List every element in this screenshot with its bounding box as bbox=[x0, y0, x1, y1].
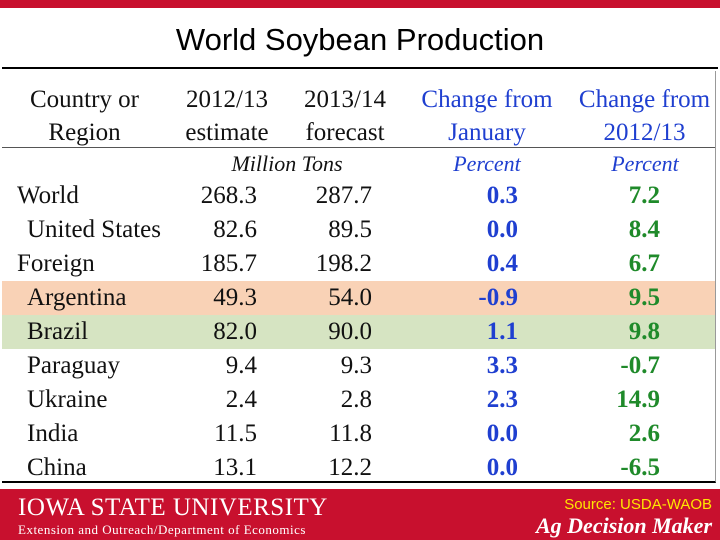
footer-bar bbox=[0, 489, 720, 540]
header-jan-line1: Change from bbox=[421, 86, 553, 113]
cell-2012-estimate: 9.4 bbox=[225, 352, 257, 379]
cell-2013-forecast: 287.7 bbox=[315, 182, 372, 209]
header-2012-line2: estimate bbox=[185, 119, 269, 146]
table-row: India 11.5 11.8 0.0 2.6 bbox=[2, 417, 715, 451]
cell-2013-forecast: 90.0 bbox=[328, 318, 372, 345]
title-divider bbox=[2, 67, 718, 69]
cell-change-2012-13: 2.6 bbox=[628, 420, 660, 447]
header-jan-line2: January bbox=[448, 119, 526, 146]
source-text: Source: USDA-WAOB bbox=[564, 496, 712, 513]
header-yr-line2: 2012/13 bbox=[603, 119, 686, 146]
cell-change-2012-13: 9.5 bbox=[628, 284, 660, 311]
cell-change-2012-13: -0.7 bbox=[620, 352, 660, 379]
cell-country: Brazil bbox=[27, 318, 89, 345]
cell-2013-forecast: 2.8 bbox=[340, 386, 372, 413]
header-change-january: Change from January bbox=[412, 83, 562, 149]
table-row: Argentina 49.3 54.0 -0.9 9.5 bbox=[2, 281, 715, 315]
cell-2012-estimate: 82.0 bbox=[213, 318, 257, 345]
cell-country: Foreign bbox=[17, 250, 95, 277]
soybean-production-table: Country or Region 2012/13 estimate 2013/… bbox=[2, 71, 716, 483]
university-logo-text: IOWA STATE UNIVERSITY bbox=[18, 494, 328, 521]
cell-2013-forecast: 89.5 bbox=[328, 216, 372, 243]
cell-2012-estimate: 49.3 bbox=[213, 284, 257, 311]
cell-change-january: 0.0 bbox=[486, 454, 518, 481]
brand-text: Ag Decision Maker bbox=[536, 513, 712, 538]
table-row: World 268.3 287.7 0.3 7.2 bbox=[2, 179, 715, 213]
cell-country: World bbox=[17, 182, 79, 209]
cell-2012-estimate: 13.1 bbox=[213, 454, 257, 481]
cell-2013-forecast: 9.3 bbox=[340, 352, 372, 379]
cell-country: Ukraine bbox=[27, 386, 108, 413]
header-change-2012-13: Change from 2012/13 bbox=[572, 83, 717, 149]
cell-change-2012-13: 7.2 bbox=[628, 182, 660, 209]
table-row: Ukraine 2.4 2.8 2.3 14.9 bbox=[2, 383, 715, 417]
cell-2013-forecast: 12.2 bbox=[328, 454, 372, 481]
header-country-line1: Country or bbox=[29, 86, 140, 113]
cell-change-january: 1.1 bbox=[486, 318, 518, 345]
header-2013-line1: 2013/14 bbox=[304, 86, 386, 113]
department-text: Extension and Outreach/Department of Eco… bbox=[18, 522, 306, 537]
cell-country: China bbox=[27, 454, 87, 481]
cell-change-january: 2.3 bbox=[486, 386, 518, 413]
cell-2012-estimate: 11.5 bbox=[214, 420, 257, 447]
cell-change-2012-13: 9.8 bbox=[628, 318, 660, 345]
cell-2013-forecast: 198.2 bbox=[315, 250, 372, 277]
cell-2013-forecast: 54.0 bbox=[328, 284, 372, 311]
cell-change-january: 3.3 bbox=[486, 352, 518, 379]
header-2012-estimate: 2012/13 estimate bbox=[172, 83, 282, 149]
cell-country: Paraguay bbox=[27, 352, 121, 379]
top-accent-bar bbox=[0, 0, 720, 8]
cell-2012-estimate: 2.4 bbox=[225, 386, 257, 413]
cell-2012-estimate: 268.3 bbox=[200, 182, 257, 209]
cell-change-2012-13: -6.5 bbox=[620, 454, 660, 481]
header-divider bbox=[2, 147, 715, 148]
cell-change-january: 0.4 bbox=[486, 250, 518, 277]
header-country-line2: Region bbox=[48, 119, 121, 146]
cell-change-2012-13: 14.9 bbox=[616, 386, 660, 413]
header-2013-forecast: 2013/14 forecast bbox=[290, 83, 400, 149]
table-row: China 13.1 12.2 0.0 -6.5 bbox=[2, 451, 715, 485]
cell-2012-estimate: 185.7 bbox=[200, 250, 257, 277]
cell-change-2012-13: 8.4 bbox=[628, 216, 660, 243]
cell-2013-forecast: 11.8 bbox=[329, 420, 372, 447]
table-row: Brazil 82.0 90.0 1.1 9.8 bbox=[2, 315, 715, 349]
cell-change-january: 0.3 bbox=[486, 182, 518, 209]
unit-million-tons: Million Tons bbox=[231, 151, 343, 176]
cell-2012-estimate: 82.6 bbox=[213, 216, 257, 243]
cell-country: Argentina bbox=[27, 284, 127, 311]
table-row: United States 82.6 89.5 0.0 8.4 bbox=[2, 213, 715, 247]
unit-percent-jan: Percent bbox=[453, 151, 521, 176]
slide-title: World Soybean Production bbox=[175, 22, 545, 57]
cell-country: United States bbox=[27, 216, 162, 243]
header-yr-line1: Change from bbox=[578, 86, 711, 113]
header-country: Country or Region bbox=[12, 83, 157, 149]
cell-change-january: 0.0 bbox=[486, 216, 518, 243]
unit-percent-yr: Percent bbox=[611, 151, 679, 176]
table-row: Foreign 185.7 198.2 0.4 6.7 bbox=[2, 247, 715, 281]
cell-country: India bbox=[27, 420, 79, 447]
cell-change-january: 0.0 bbox=[486, 420, 518, 447]
header-2013-line2: forecast bbox=[305, 119, 385, 146]
table-row: Paraguay 9.4 9.3 3.3 -0.7 bbox=[2, 349, 715, 383]
header-2012-line1: 2012/13 bbox=[186, 86, 268, 113]
cell-change-2012-13: 6.7 bbox=[628, 250, 660, 277]
cell-change-january: -0.9 bbox=[478, 284, 518, 311]
